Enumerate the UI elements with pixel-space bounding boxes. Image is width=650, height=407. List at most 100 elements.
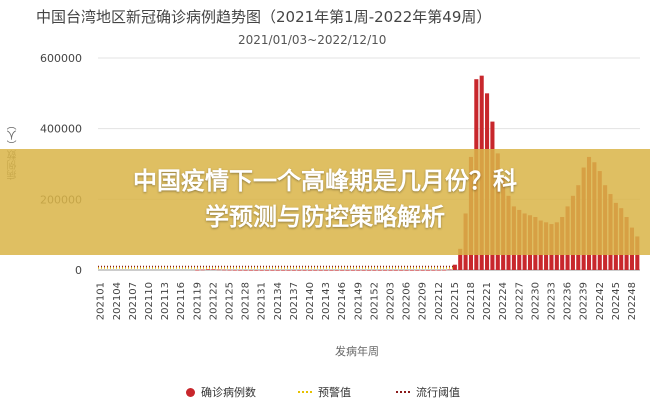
bar <box>297 269 302 271</box>
bar <box>340 269 345 271</box>
overlay-headline-line1: 中国疫情下一个高峰期是几月份？科 <box>133 167 517 195</box>
bar <box>211 269 216 270</box>
x-tick-label: 202134 <box>273 282 284 320</box>
y-tick-label: 600000 <box>40 52 82 65</box>
chart-title: 中国台湾地区新冠确诊病例趋势图（2021年第1周-2022年第49周） <box>36 8 492 26</box>
bar <box>425 269 431 271</box>
bar <box>216 269 221 271</box>
bar <box>238 269 243 271</box>
bar <box>324 269 329 271</box>
x-tick-label: 202143 <box>321 282 332 320</box>
bar <box>383 269 388 271</box>
x-tick-label: 202206 <box>402 282 413 320</box>
x-tick-label: 202107 <box>128 282 139 320</box>
overlay-headline-line2: 学预测与防控策略解析 <box>205 203 445 231</box>
bar <box>281 269 286 271</box>
bar <box>377 269 382 271</box>
x-tick-label: 202203 <box>385 282 396 320</box>
x-tick-label: 202233 <box>546 282 557 320</box>
x-tick-label: 202248 <box>627 282 638 320</box>
bar <box>318 269 323 271</box>
bar <box>350 269 355 271</box>
bar <box>415 269 420 271</box>
legend-marker-warning <box>298 391 312 393</box>
x-tick-label: 202212 <box>434 282 445 320</box>
bar <box>254 269 259 271</box>
bar <box>436 269 441 271</box>
x-tick-label: 202122 <box>208 282 219 320</box>
bar <box>259 269 264 271</box>
x-tick-label: 202152 <box>369 282 380 320</box>
bar <box>361 269 366 271</box>
x-tick-label: 202110 <box>144 282 155 320</box>
bar <box>366 269 372 271</box>
x-tick-label: 202113 <box>160 282 171 320</box>
bar <box>195 269 200 271</box>
bar <box>329 269 334 271</box>
x-axis-label: 发病年周 <box>335 345 379 358</box>
bar <box>399 269 404 271</box>
bar <box>307 269 313 271</box>
legend-label-epidemic: 流行阈值 <box>416 386 460 399</box>
bar <box>270 269 275 271</box>
bar <box>447 269 452 271</box>
bar <box>345 269 350 271</box>
bar <box>265 269 270 271</box>
x-tick-label: 202104 <box>112 282 123 320</box>
x-tick-label: 202125 <box>224 282 235 320</box>
bar <box>291 269 296 271</box>
bar <box>227 269 232 271</box>
x-tick-label: 202128 <box>241 282 252 320</box>
bar <box>248 269 253 271</box>
legend-item-warning: 预警值 <box>298 384 351 400</box>
legend-item-cases: 确诊病例数 <box>186 384 256 400</box>
bar <box>452 264 457 270</box>
bar <box>356 269 361 271</box>
x-tick-label: 202236 <box>563 282 574 320</box>
x-tick-label: 202215 <box>450 282 461 320</box>
overlay-headline[interactable]: 中国疫情下一个高峰期是几月份？科 学预测与防控策略解析 <box>0 163 650 235</box>
x-tick-label: 202140 <box>305 282 316 320</box>
bar <box>334 269 339 271</box>
x-tick-label: 202245 <box>611 282 622 320</box>
bar <box>431 269 436 271</box>
bar <box>404 269 409 271</box>
legend-marker-epidemic <box>396 391 410 393</box>
x-tick-label: 202116 <box>176 282 187 320</box>
legend-label-warning: 预警值 <box>318 386 351 399</box>
x-tick-label: 202149 <box>353 282 364 320</box>
bar <box>442 269 447 271</box>
x-tick-label: 202230 <box>530 282 541 320</box>
x-tick-label: 202146 <box>337 282 348 320</box>
bar <box>302 269 307 271</box>
bar <box>222 269 227 271</box>
x-tick-label: 202218 <box>466 282 477 320</box>
x-tick-label: 202137 <box>289 282 300 320</box>
x-tick-label: 202119 <box>192 282 203 320</box>
x-tick-label: 202239 <box>579 282 590 320</box>
y-tick-label: 400000 <box>40 123 82 136</box>
y-tick-label: 0 <box>75 264 82 277</box>
x-tick-label: 202209 <box>418 282 429 320</box>
bar <box>409 269 414 271</box>
bar <box>313 269 318 271</box>
x-tick-label: 202224 <box>498 282 509 320</box>
legend-label-cases: 确诊病例数 <box>201 386 256 399</box>
bar <box>205 269 211 270</box>
bar <box>275 269 280 271</box>
bar <box>393 269 398 271</box>
bar <box>286 269 291 271</box>
x-tick-label: 202101 <box>96 282 107 320</box>
x-tick-label: 202242 <box>595 282 606 320</box>
bar <box>243 269 248 271</box>
bar <box>458 248 463 270</box>
bar <box>388 269 393 271</box>
bar <box>200 269 205 271</box>
x-tick-label: 202227 <box>514 282 525 320</box>
bar <box>372 269 377 271</box>
x-tick-label: 202221 <box>482 282 493 320</box>
chart-subtitle: 2021/01/03~2022/12/10 <box>238 33 387 47</box>
bar <box>232 269 237 271</box>
bar <box>420 269 425 271</box>
legend-item-epidemic: 流行阈值 <box>396 384 460 400</box>
